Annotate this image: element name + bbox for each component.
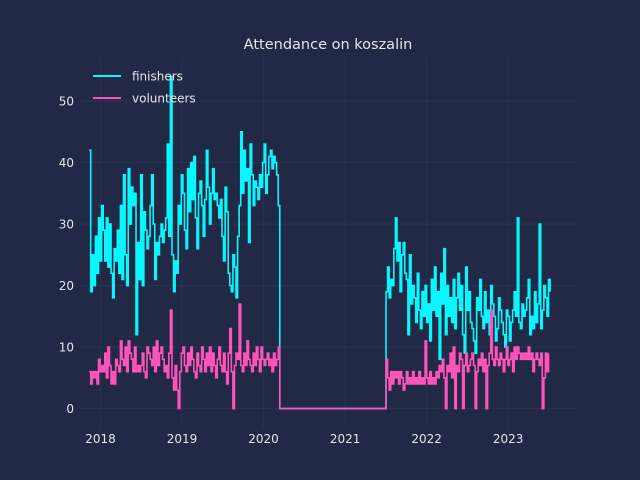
x-tick-label: 2023 xyxy=(493,432,524,446)
legend: finishers volunteers xyxy=(93,70,196,106)
series-line-volunteers xyxy=(89,303,550,410)
y-tick-label: 0 xyxy=(66,402,74,416)
y-tick-label: 40 xyxy=(59,156,74,170)
y-tick-label: 50 xyxy=(59,95,74,109)
x-tick-label: 2020 xyxy=(248,432,279,446)
y-tick-label: 30 xyxy=(59,218,74,232)
series-line-finishers xyxy=(89,75,551,410)
y-tick-label: 20 xyxy=(59,279,74,293)
x-tick-label: 2018 xyxy=(85,432,116,446)
x-tick-label: 2022 xyxy=(411,432,442,446)
series-layer xyxy=(89,75,551,410)
y-tick-label: 10 xyxy=(59,341,74,355)
legend-label-finishers: finishers xyxy=(132,70,183,84)
x-axis-ticks: 2018 2019 2020 2021 2022 2023 xyxy=(85,432,523,446)
chart-title: Attendance on koszalin xyxy=(244,37,413,53)
legend-label-volunteers: volunteers xyxy=(132,92,196,106)
y-axis-ticks: 0 10 20 30 40 50 xyxy=(59,95,74,416)
x-tick-label: 2019 xyxy=(167,432,198,446)
x-tick-label: 2021 xyxy=(330,432,361,446)
